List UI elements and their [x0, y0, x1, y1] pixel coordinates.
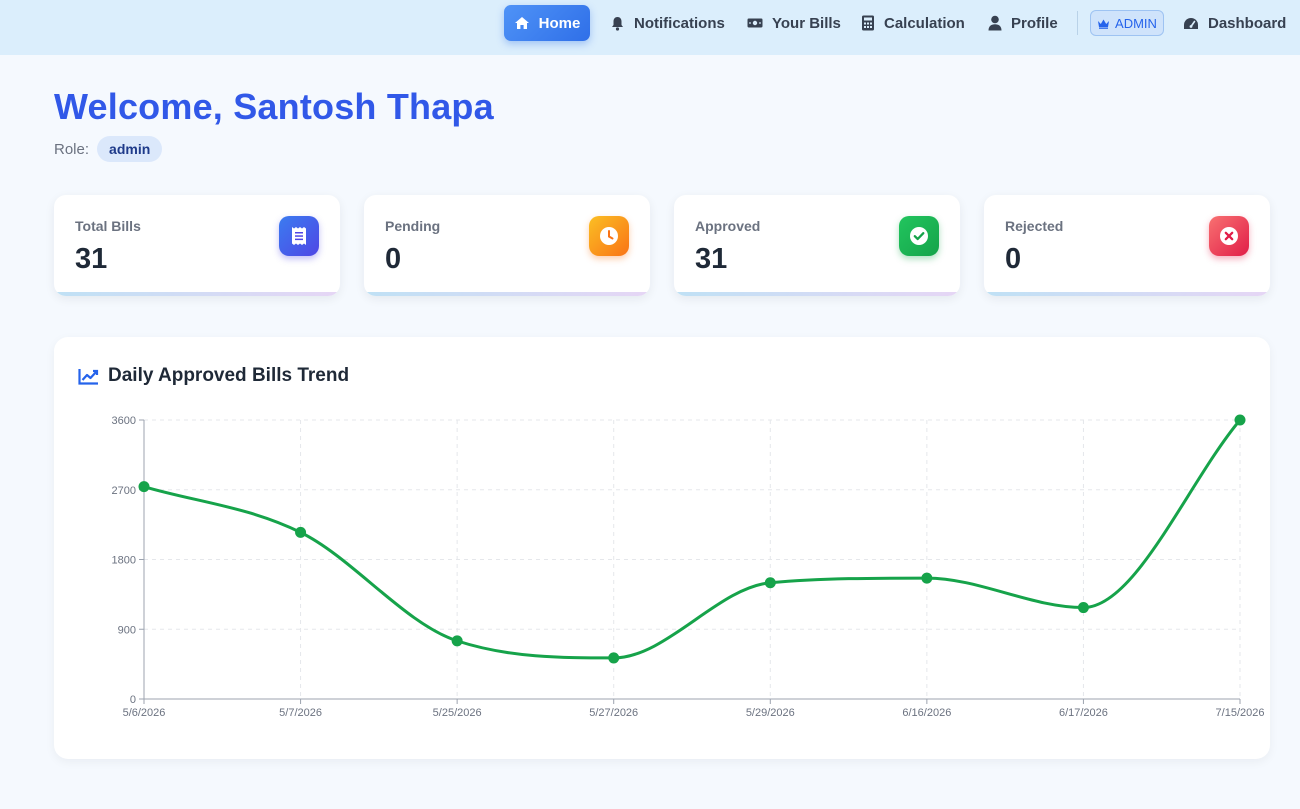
x-tick-label: 5/25/2026 — [433, 707, 482, 719]
gauge-icon — [1184, 17, 1198, 29]
admin-badge[interactable]: ADMIN — [1090, 10, 1164, 36]
x-tick-label: 5/6/2026 — [123, 707, 166, 719]
top-navbar: Home Notifications Your Bills Calculatio… — [0, 0, 1300, 55]
home-icon — [514, 17, 529, 29]
stat-label: Total Bills — [75, 218, 141, 234]
nav-dashboard-label: Dashboard — [1208, 14, 1287, 32]
x-tick-label: 5/29/2026 — [746, 707, 795, 719]
series-line — [143, 419, 1242, 660]
nav-bills-button[interactable]: Your Bills — [747, 5, 841, 41]
data-point — [921, 572, 933, 584]
nav-calculation-button[interactable]: Calculation — [861, 5, 965, 41]
data-point — [138, 481, 150, 493]
user-icon — [988, 15, 1002, 31]
nav-dashboard-button[interactable]: Dashboard — [1183, 5, 1286, 41]
y-tick-label: 900 — [118, 624, 136, 636]
data-point — [451, 635, 463, 647]
nav-calculation-label: Calculation — [884, 14, 965, 32]
stat-label: Rejected — [1005, 218, 1064, 234]
chart-line-icon — [78, 368, 99, 385]
money-bill-icon — [747, 18, 763, 28]
stat-value: 0 — [385, 243, 402, 275]
data-point — [608, 652, 620, 664]
admin-badge-label: ADMIN — [1115, 15, 1157, 31]
stat-value: 0 — [1005, 243, 1022, 275]
bell-icon — [612, 16, 623, 31]
stat-value: 31 — [695, 243, 728, 275]
stat-card-total-bills: Total Bills 31 — [54, 195, 340, 296]
stat-value: 31 — [75, 243, 108, 275]
crown-icon — [1098, 19, 1110, 29]
nav-bills-label: Your Bills — [772, 14, 841, 32]
calculator-icon — [862, 15, 874, 31]
data-point — [1234, 414, 1246, 426]
y-tick-label: 1800 — [112, 555, 136, 567]
stat-card-pending: Pending 0 — [364, 195, 650, 296]
role-label: Role: — [54, 140, 90, 158]
stat-label: Approved — [695, 218, 761, 234]
x-tick-label: 5/7/2026 — [279, 707, 322, 719]
x-tick-label: 6/16/2026 — [902, 707, 951, 719]
page-title: Welcome, Santosh Thapa — [54, 86, 494, 127]
data-point — [764, 577, 776, 589]
y-tick-label: 3600 — [112, 415, 136, 427]
nav-notifications-label: Notifications — [634, 14, 725, 32]
data-point — [1077, 602, 1089, 614]
role-badge: admin — [97, 136, 163, 162]
x-tick-label: 6/17/2026 — [1059, 707, 1108, 719]
line-chart: 0 900 1800 2700 3600 5/6/2026 5/7/2026 5/25/202… — [112, 414, 1265, 719]
nav-divider — [1077, 11, 1078, 35]
role-row: Role: admin — [54, 136, 163, 162]
nav-home-label: Home — [538, 14, 581, 32]
x-circle-icon — [1209, 216, 1249, 256]
x-tick-label: 7/15/2026 — [1216, 707, 1265, 719]
y-tick-label: 2700 — [112, 485, 136, 497]
stat-card-rejected: Rejected 0 — [984, 195, 1270, 296]
data-point — [295, 526, 307, 538]
clock-icon — [589, 216, 629, 256]
nav-home-button[interactable]: Home — [504, 5, 590, 41]
stat-label: Pending — [385, 218, 441, 234]
nav-profile-button[interactable]: Profile — [988, 5, 1058, 41]
y-tick-label: 0 — [130, 694, 136, 706]
nav-profile-label: Profile — [1011, 14, 1058, 32]
check-circle-icon — [899, 216, 939, 256]
nav-notifications-button[interactable]: Notifications — [610, 5, 725, 41]
chart-title-text: Daily Approved Bills Trend — [108, 365, 350, 386]
chart-title: Daily Approved Bills Trend — [78, 365, 349, 387]
chart-card: 0 900 1800 2700 3600 5/6/2026 5/7/2026 5/25/202… — [54, 337, 1270, 759]
receipt-icon — [279, 216, 319, 256]
x-tick-label: 5/27/2026 — [589, 707, 638, 719]
stat-card-approved: Approved 31 — [674, 195, 960, 296]
